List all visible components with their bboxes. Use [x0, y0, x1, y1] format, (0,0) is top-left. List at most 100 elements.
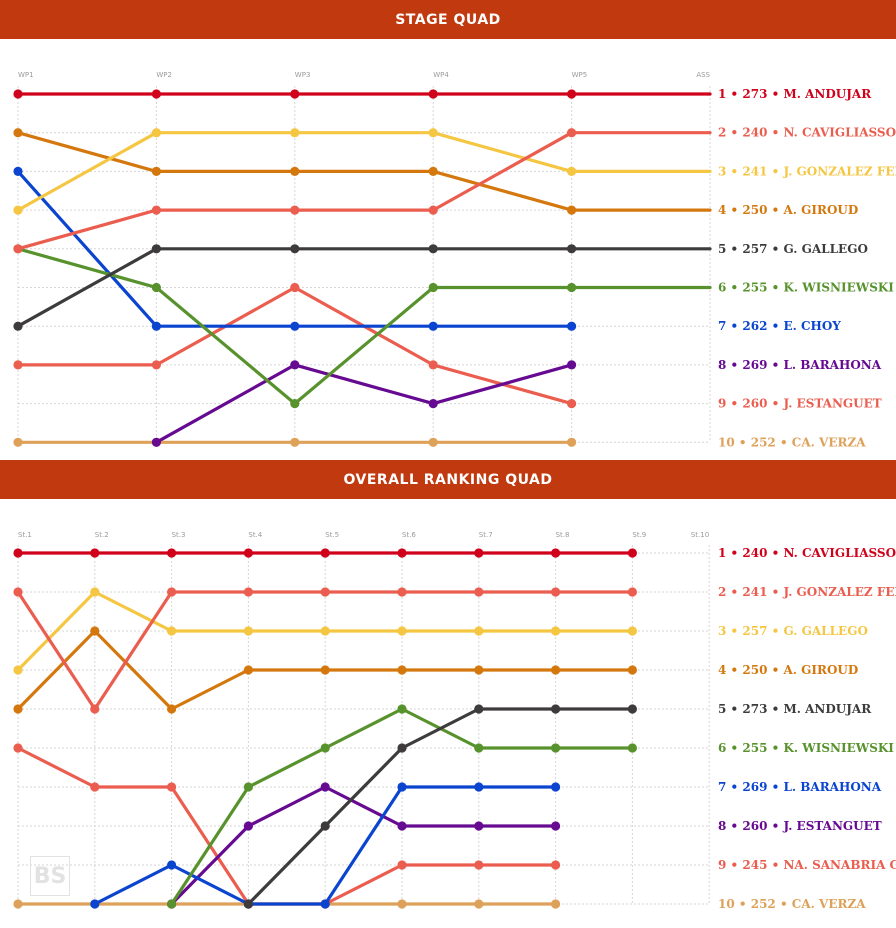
overall-series-point — [320, 626, 330, 636]
stage-series-point — [290, 128, 300, 138]
overall-series-point — [167, 899, 177, 909]
overall-series-point — [243, 821, 253, 831]
stage-series-point — [151, 89, 161, 99]
overall-series-point — [320, 665, 330, 675]
overall-series-point — [320, 821, 330, 831]
overall-series-point — [243, 665, 253, 675]
stage-series-point — [13, 205, 23, 215]
overall-series-1 — [13, 548, 638, 558]
overall-series-point — [397, 587, 407, 597]
stage-series-line — [16, 247, 712, 328]
stage-series-point — [567, 244, 577, 254]
stage-series-point — [567, 89, 577, 99]
overall-x-tick-label: St.3 — [172, 531, 186, 539]
stage-quad-banner: STAGE QUAD — [0, 0, 896, 39]
overall-series-point — [551, 548, 561, 558]
overall-rank-label: 7 • 269 • L. BARAHONA — [718, 780, 882, 794]
overall-series-point — [551, 665, 561, 675]
overall-series-point — [243, 899, 253, 909]
overall-x-tick-label: St.1 — [18, 531, 32, 539]
overall-series-point — [474, 665, 484, 675]
stage-quad-chart: WP1 WP2 WP3 WP4 WP5 ASS 1 • 273 • M. ANDUJAR 2 … — [13, 71, 896, 449]
overall-series-point — [243, 587, 253, 597]
stage-series-point — [428, 360, 438, 370]
overall-series-point — [320, 743, 330, 753]
stage-series-line — [154, 363, 574, 444]
stage-x-tick-label: WP2 — [156, 71, 172, 79]
bs-watermark-logo: BS — [30, 856, 70, 896]
overall-x-tick-label: St.2 — [95, 531, 109, 539]
stage-rank-label: 8 • 269 • L. BARAHONA — [718, 358, 882, 372]
overall-series-point — [90, 626, 100, 636]
overall-series-point — [90, 587, 100, 597]
stage-series-point — [151, 244, 161, 254]
stage-series-line — [16, 247, 712, 406]
stage-rank-label: 3 • 241 • J. GONZALEZ FERIOLI — [718, 164, 896, 178]
overall-series-point — [243, 782, 253, 792]
stage-series-point — [428, 128, 438, 138]
stage-series-point — [428, 244, 438, 254]
overall-series-point — [167, 587, 177, 597]
overall-series-6 — [167, 704, 638, 909]
stage-series-point — [567, 437, 577, 447]
stage-series-point — [567, 128, 577, 138]
stage-series-point — [151, 128, 161, 138]
stage-series-point — [567, 205, 577, 215]
overall-series-point — [320, 587, 330, 597]
overall-rank-label: 3 • 257 • G. GALLEGO — [718, 624, 868, 638]
overall-series-point — [627, 743, 638, 753]
stage-series-10 — [13, 437, 577, 447]
stage-series-point — [151, 166, 161, 176]
stage-series-point — [290, 360, 300, 370]
stage-series-4 — [13, 128, 712, 215]
overall-series-point — [397, 704, 407, 714]
stage-rank-label: 6 • 255 • K. WISNIEWSKI — [718, 281, 894, 295]
stage-series-point — [290, 321, 300, 331]
overall-series-point — [627, 704, 638, 714]
overall-series-point — [320, 782, 330, 792]
stage-series-point — [428, 282, 438, 293]
overall-series-point — [90, 704, 100, 714]
overall-series-point — [474, 899, 484, 909]
stage-rank-label: 1 • 273 • M. ANDUJAR — [718, 87, 872, 101]
overall-rank-label: 9 • 245 • NA. SANABRIA GAI — [718, 858, 896, 872]
overall-series-point — [320, 548, 330, 558]
overall-series-3 — [13, 587, 638, 675]
stage-series-point — [151, 282, 161, 293]
overall-series-point — [627, 626, 638, 636]
overall-ranking-chart: St.1 St.2 St.3 St.4 St.5 St.6 St.7 St.8 St.9 St.1… — [13, 531, 896, 911]
overall-series-point — [13, 704, 23, 714]
overall-series-point — [474, 626, 484, 636]
overall-series-point — [474, 782, 484, 792]
stage-series-point — [13, 166, 23, 176]
stage-series-point — [567, 282, 577, 293]
stage-series-3 — [13, 128, 712, 215]
stage-x-tick-label: WP1 — [18, 71, 34, 79]
overall-rank-label: 5 • 273 • M. ANDUJAR — [718, 702, 872, 716]
overall-series-point — [551, 860, 561, 870]
overall-series-point — [13, 587, 23, 597]
stage-rank-label: 9 • 260 • J. ESTANGUET — [718, 397, 882, 411]
stage-series-point — [428, 437, 438, 447]
overall-series-point — [397, 899, 407, 909]
stage-series-6 — [13, 244, 712, 409]
stage-series-point — [428, 166, 438, 176]
overall-series-point — [397, 548, 407, 558]
overall-x-tick-label: St.9 — [632, 531, 646, 539]
overall-x-tick-label: St.8 — [556, 531, 570, 539]
stage-series-line — [16, 131, 712, 251]
overall-x-tick-label: St.5 — [325, 531, 339, 539]
overall-series-point — [474, 821, 484, 831]
stage-series-point — [151, 321, 161, 331]
stage-series-line — [16, 131, 712, 212]
stage-series-point — [13, 437, 23, 447]
overall-series-point — [90, 899, 100, 909]
overall-series-point — [474, 587, 484, 597]
overall-series-point — [243, 626, 253, 636]
stage-rank-label: 5 • 257 • G. GALLEGO — [718, 242, 868, 256]
overall-series-point — [397, 782, 407, 792]
overall-series-point — [551, 782, 561, 792]
stage-series-point — [567, 166, 577, 176]
overall-series-point — [167, 626, 177, 636]
stage-series-point — [290, 205, 300, 215]
